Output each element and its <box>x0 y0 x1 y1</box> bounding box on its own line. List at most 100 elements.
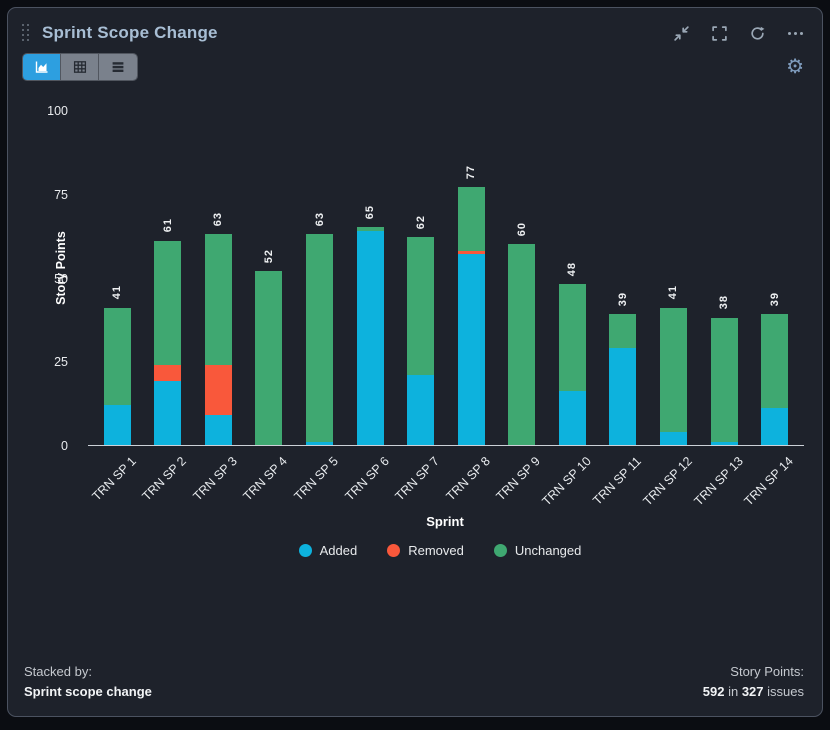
bar-segment-unchanged[interactable] <box>356 227 384 231</box>
plot-area: 0 25 50 75 100 41 61 63 52 63 65 62 77 60 48 39 41 38 39 <box>47 104 804 453</box>
x-tick-label: TRN SP 3 <box>190 454 240 504</box>
bar-stack-trn-sp-8[interactable] <box>457 187 485 445</box>
widget-footer: Stacked by: Sprint scope change Story Po… <box>8 654 822 716</box>
bar-segment-removed[interactable] <box>154 364 182 382</box>
y-axis-ticks: 0 25 50 75 100 <box>28 104 76 453</box>
bar-segment-added[interactable] <box>609 347 637 445</box>
bar-segment-unchanged[interactable] <box>255 270 283 445</box>
bar-column: 41 <box>659 111 687 445</box>
bar-total-label: 52 <box>262 248 275 263</box>
bar-stack-trn-sp-6[interactable] <box>356 227 384 445</box>
sprint-scope-change-widget: Sprint Scope Change <box>7 7 823 717</box>
bar-segment-removed[interactable] <box>204 364 232 415</box>
x-tick-label: TRN SP 9 <box>493 454 544 504</box>
bar-column: 63 <box>306 111 334 445</box>
y-tick-label: 0 <box>61 439 68 453</box>
collapse-icon[interactable] <box>672 24 690 42</box>
widget-toolbar: ⚙ <box>8 49 822 81</box>
bar-stack-trn-sp-2[interactable] <box>154 240 182 445</box>
bar-column: 65 <box>356 111 384 445</box>
x-axis-title: Sprint <box>426 514 464 529</box>
bar-segment-added[interactable] <box>659 431 687 445</box>
stacked-by-value: Sprint scope change <box>24 683 152 699</box>
story-points-info: Story Points: 592 in 327 issues <box>702 663 804 699</box>
bar-segment-unchanged[interactable] <box>407 237 435 375</box>
legend-label: Added <box>319 543 358 558</box>
bar-segment-unchanged[interactable] <box>457 187 485 251</box>
legend-label: Removed <box>408 543 464 558</box>
table-view-button[interactable] <box>61 54 99 80</box>
bar-segment-unchanged[interactable] <box>609 314 637 348</box>
bar-stack-trn-sp-10[interactable] <box>558 284 586 445</box>
x-tick-label: TRN SP 5 <box>291 454 341 504</box>
x-tick-label: TRN SP 2 <box>139 454 190 504</box>
bar-segment-unchanged[interactable] <box>103 307 131 405</box>
y-tick-label: 75 <box>54 187 68 202</box>
bar-stack-trn-sp-12[interactable] <box>659 307 687 445</box>
x-tick-label: TRN SP 7 <box>392 454 443 504</box>
bar-total-label: 62 <box>414 215 427 230</box>
bar-column: 38 <box>710 111 738 445</box>
bar-segment-added[interactable] <box>457 254 485 445</box>
bar-stack-trn-sp-5[interactable] <box>306 233 334 445</box>
bar-segment-unchanged[interactable] <box>710 317 738 442</box>
bars-area: 41 61 63 52 63 65 62 77 60 48 39 41 38 39 <box>88 111 804 445</box>
bar-segment-added[interactable] <box>306 441 334 445</box>
stacked-by-info: Stacked by: Sprint scope change <box>24 663 152 699</box>
bar-total-label: 41 <box>667 285 680 300</box>
bar-column: 61 <box>154 111 182 445</box>
more-options-icon[interactable] <box>786 24 804 42</box>
bar-stack-trn-sp-3[interactable] <box>204 233 232 445</box>
bar-segment-unchanged[interactable] <box>659 307 687 432</box>
unchanged-swatch-icon <box>493 544 507 557</box>
bar-segment-unchanged[interactable] <box>204 233 232 365</box>
legend-item-unchanged[interactable]: Unchanged <box>493 543 581 558</box>
x-axis-labels: TRN SP 1 TRN SP 2 TRN SP 3 TRN SP 4 TRN SP 5… <box>88 446 804 512</box>
rows-view-button[interactable] <box>99 54 137 80</box>
x-tick-label: TRN SP 12 <box>640 454 695 509</box>
bar-total-label: 38 <box>718 295 731 310</box>
y-tick-label: 25 <box>54 355 68 370</box>
added-swatch-icon <box>298 544 312 557</box>
drag-handle-icon[interactable] <box>22 24 30 42</box>
bar-column: 39 <box>609 111 637 445</box>
bar-stack-trn-sp-9[interactable] <box>508 244 536 445</box>
bar-column: 39 <box>761 111 789 445</box>
bar-segment-added[interactable] <box>356 230 384 445</box>
bar-total-label: 39 <box>616 292 629 307</box>
bar-segment-unchanged[interactable] <box>558 284 586 392</box>
bar-column: 77 <box>457 111 485 445</box>
bar-segment-added[interactable] <box>154 381 182 445</box>
bar-segment-removed[interactable] <box>457 250 485 254</box>
fullscreen-icon[interactable] <box>710 24 728 42</box>
bar-stack-trn-sp-14[interactable] <box>761 314 789 445</box>
bar-segment-added[interactable] <box>558 391 586 445</box>
bar-stack-trn-sp-7[interactable] <box>407 237 435 445</box>
x-tick-label: TRN SP 13 <box>690 454 746 509</box>
bar-total-label: 63 <box>313 211 326 226</box>
bar-segment-added[interactable] <box>407 374 435 445</box>
bar-segment-unchanged[interactable] <box>154 240 182 365</box>
bar-segment-unchanged[interactable] <box>306 233 334 442</box>
bar-segment-added[interactable] <box>710 441 738 445</box>
x-tick-label: TRN SP 8 <box>443 454 493 504</box>
y-tick-label: 50 <box>54 271 68 286</box>
bar-segment-unchanged[interactable] <box>761 314 789 409</box>
bar-segment-added[interactable] <box>204 414 232 445</box>
bar-stack-trn-sp-13[interactable] <box>710 317 738 445</box>
bar-stack-trn-sp-11[interactable] <box>609 314 637 445</box>
removed-swatch-icon <box>387 544 401 557</box>
bar-segment-added[interactable] <box>103 404 131 445</box>
legend-item-added[interactable]: Added <box>298 543 358 558</box>
bar-stack-trn-sp-1[interactable] <box>103 307 131 445</box>
bar-segment-added[interactable] <box>761 408 789 445</box>
bar-stack-trn-sp-4[interactable] <box>255 270 283 445</box>
bar-column: 41 <box>103 111 131 445</box>
legend: Added Removed Unchanged <box>58 543 822 558</box>
chart-view-button[interactable] <box>23 54 61 80</box>
bar-segment-unchanged[interactable] <box>508 244 536 445</box>
legend-item-removed[interactable]: Removed <box>387 543 464 558</box>
refresh-icon[interactable] <box>748 24 766 42</box>
gear-icon[interactable]: ⚙ <box>786 56 804 78</box>
bar-column: 63 <box>204 111 232 445</box>
